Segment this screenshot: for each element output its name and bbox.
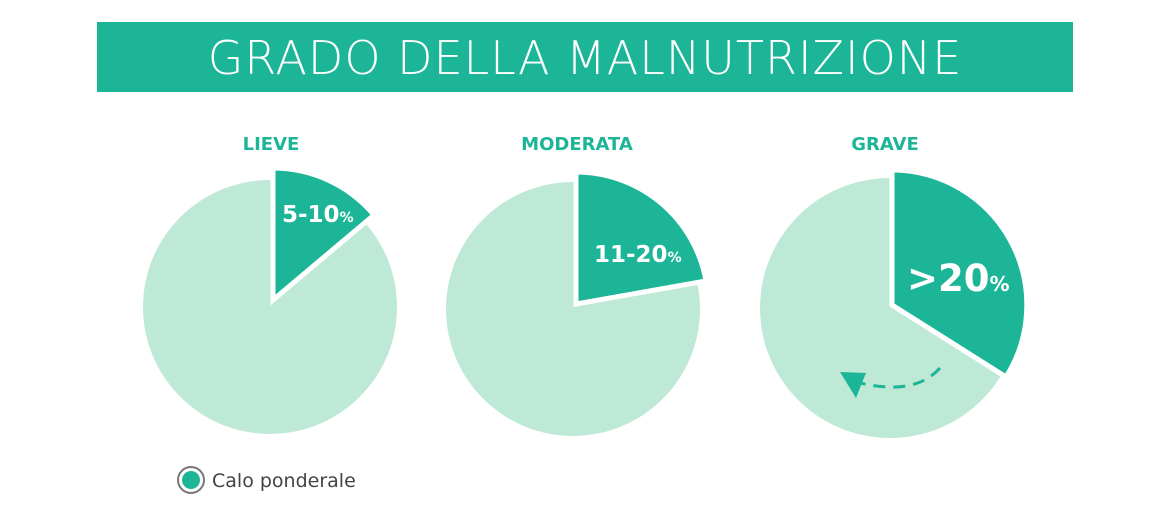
slice-label: 5-10% bbox=[282, 202, 354, 228]
slice-value: 5-10 bbox=[282, 202, 340, 228]
arrow bbox=[859, 366, 942, 389]
pie-slice bbox=[573, 169, 709, 307]
pie-slice bbox=[270, 165, 378, 306]
pie-slice bbox=[889, 167, 1030, 381]
title: GRADO DELLA MALNUTRIZIONE bbox=[208, 31, 963, 85]
legend-swatch bbox=[182, 471, 200, 489]
title-bar bbox=[97, 22, 1073, 92]
panel-label: MODERATA bbox=[521, 134, 633, 155]
slice-unit: % bbox=[990, 272, 1010, 296]
slice-unit: % bbox=[668, 250, 682, 266]
slice-label: 11-20% bbox=[594, 242, 682, 268]
slice-value: >20 bbox=[907, 257, 990, 300]
slice-unit: % bbox=[340, 210, 354, 226]
arrow-head bbox=[840, 372, 866, 398]
panel-label: LIEVE bbox=[243, 134, 300, 155]
legend-label: Calo ponderale bbox=[212, 470, 356, 492]
panel-label: GRAVE bbox=[851, 134, 919, 155]
slice-label: >20% bbox=[907, 257, 1010, 300]
slice-value: 11-20 bbox=[594, 242, 668, 268]
